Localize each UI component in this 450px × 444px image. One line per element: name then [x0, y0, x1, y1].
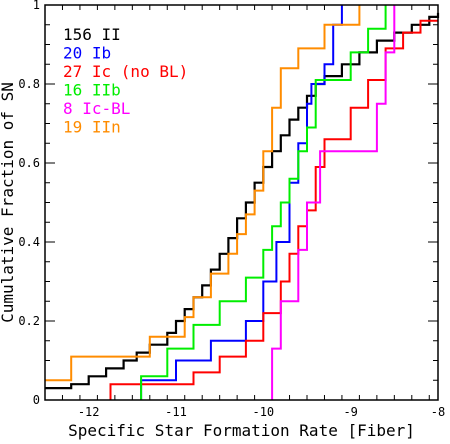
y-tick-label: 0.2 [18, 314, 40, 328]
legend-entry: 20 Ib [63, 44, 111, 63]
x-tick-label: -9 [343, 405, 357, 419]
series-line-20-ib [140, 5, 343, 400]
x-tick-label: -10 [252, 405, 274, 419]
y-tick-label: 0.8 [18, 77, 40, 91]
y-axis-title: Cumulative Fraction of SN [0, 82, 17, 323]
y-tick-label: 0.4 [18, 235, 40, 249]
series-line-19-iin [45, 5, 361, 382]
x-tick-label: -11 [165, 405, 187, 419]
tick-labels-layer: -12 -11 -10 -9 -8 0 0.2 0.4 0.6 0.8 1 [18, 0, 445, 419]
y-tick-label: 0.6 [18, 156, 40, 170]
legend-entry: 19 IIn [63, 118, 121, 137]
x-axis-title: Specific Star Formation Rate [Fiber] [68, 421, 415, 440]
legend-entry: 16 IIb [63, 81, 121, 100]
y-tick-label: 0 [33, 393, 40, 407]
series-line-8-ic-bl [271, 5, 396, 400]
plot-frame [44, 4, 439, 401]
legend-entry: 8 Ic-BL [63, 99, 130, 118]
x-tick-label: -8 [431, 405, 445, 419]
series-line-156-ii [45, 12, 440, 390]
series-line-16-iib [140, 5, 387, 400]
x-tick-label: -12 [78, 405, 100, 419]
legend-entry: 156 II [63, 25, 121, 44]
legend-entry: 27 Ic (no BL) [63, 62, 188, 81]
series-layer [45, 5, 440, 400]
y-tick-label: 1 [33, 0, 40, 12]
